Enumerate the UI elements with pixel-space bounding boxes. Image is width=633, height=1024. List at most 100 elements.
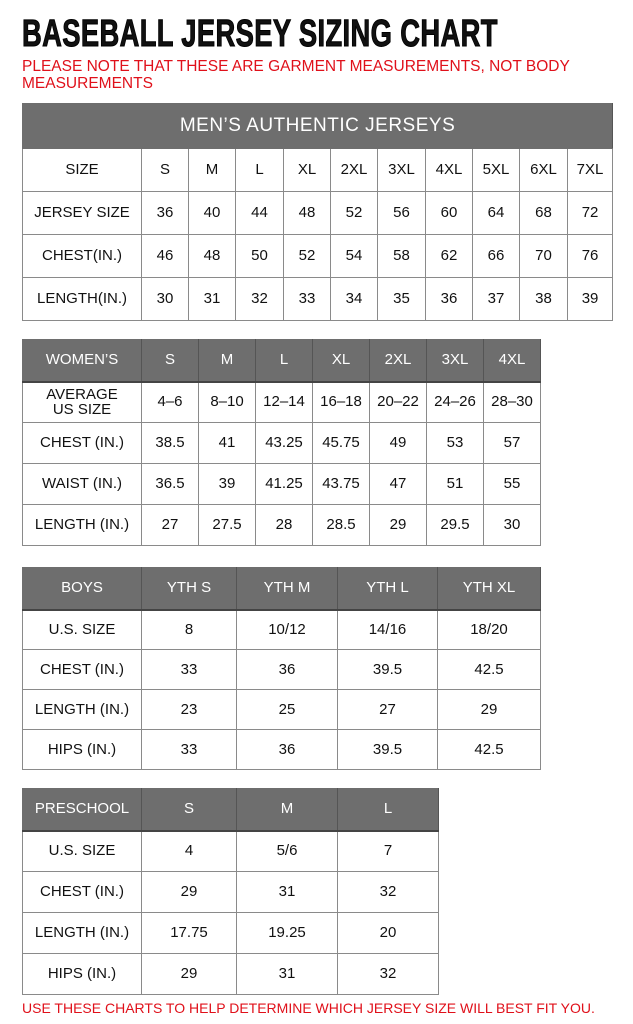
- mens-sizing-table: MEN’S AUTHENTIC JERSEYS SIZE S M L XL 2XL 3XL 4X…: [21, 103, 614, 321]
- table-row: LENGTH(IN.) 30 31 32 33 34 35 36 37 38 39: [22, 277, 614, 321]
- table-row: AVERAGE US SIZE 4–6 8–10 12–14 16–18 20–22 24–…: [22, 381, 541, 423]
- table-cell: 28: [255, 504, 313, 546]
- table-cell: 48: [283, 191, 331, 235]
- table-row: CHEST (IN.) 38.5 41 43.25 45.75 49 53 57: [22, 422, 541, 464]
- table-cell: 4–6: [141, 381, 199, 423]
- table-cell: 68: [519, 191, 568, 235]
- table-cell: 41.25: [255, 463, 313, 505]
- size-column-header: L: [235, 148, 284, 192]
- table-cell: 32: [235, 277, 284, 321]
- footer-note: USE THESE CHARTS TO HELP DETERMINE WHICH…: [22, 1000, 595, 1016]
- table-cell: 60: [425, 191, 473, 235]
- table-cell: 42.5: [437, 729, 541, 770]
- header-row: PRESCHOOL S M L: [22, 788, 439, 832]
- table-cell: 29: [369, 504, 427, 546]
- table-cell: 34: [330, 277, 378, 321]
- table-cell: 49: [369, 422, 427, 464]
- table-cell: 30: [483, 504, 541, 546]
- table-cell: 53: [426, 422, 484, 464]
- table-cell: 12–14: [255, 381, 313, 423]
- table-cell: 4: [141, 830, 237, 872]
- table-row: LENGTH (IN.) 17.75 19.25 20: [22, 912, 439, 954]
- table-cell: 45.75: [312, 422, 370, 464]
- size-column-header: S: [141, 148, 189, 192]
- table-row: LENGTH (IN.) 23 25 27 29: [22, 689, 541, 730]
- row-label: LENGTH (IN.): [22, 504, 142, 546]
- row-label: CHEST(IN.): [22, 234, 142, 278]
- table-cell: 33: [141, 729, 237, 770]
- table-cell: 30: [141, 277, 189, 321]
- table-cell: 19.25: [236, 912, 338, 954]
- table-cell: 33: [283, 277, 331, 321]
- table-cell: 39: [198, 463, 256, 505]
- row-label: U.S. SIZE: [22, 609, 142, 650]
- table-cell: 40: [188, 191, 236, 235]
- size-column-header: YTH XL: [437, 567, 541, 611]
- table-cell: 23: [141, 689, 237, 730]
- size-column-header: 4XL: [425, 148, 473, 192]
- table-cell: 56: [377, 191, 426, 235]
- size-column-header: S: [141, 339, 199, 383]
- table-cell: 39.5: [337, 729, 438, 770]
- table-cell: 28–30: [483, 381, 541, 423]
- row-label-header: WOMEN’S: [22, 339, 142, 383]
- table-cell: 17.75: [141, 912, 237, 954]
- table-cell: 10/12: [236, 609, 338, 650]
- table-cell: 33: [141, 649, 237, 690]
- table-cell: 16–18: [312, 381, 370, 423]
- table-cell: 36.5: [141, 463, 199, 505]
- size-column-header: M: [236, 788, 338, 832]
- row-label: LENGTH (IN.): [22, 912, 142, 954]
- table-cell: 8: [141, 609, 237, 650]
- size-column-header: M: [198, 339, 256, 383]
- table-cell: 24–26: [426, 381, 484, 423]
- table-cell: 43.25: [255, 422, 313, 464]
- garment-note: PLEASE NOTE THAT THESE ARE GARMENT MEASU…: [22, 58, 570, 92]
- table-title: MEN’S AUTHENTIC JERSEYS: [21, 103, 614, 149]
- boys-sizing-table: BOYS YTH S YTH M YTH L YTH XL U.S. SIZE 8 10/12…: [22, 567, 541, 770]
- size-column-header: XL: [312, 339, 370, 383]
- size-column-header: 3XL: [377, 148, 426, 192]
- table-cell: 31: [236, 871, 338, 913]
- table-cell: 41: [198, 422, 256, 464]
- table-cell: 37: [472, 277, 520, 321]
- size-column-header: 4XL: [483, 339, 541, 383]
- table-row: CHEST (IN.) 29 31 32: [22, 871, 439, 913]
- table-row: U.S. SIZE 4 5/6 7: [22, 830, 439, 872]
- size-column-header: 6XL: [519, 148, 568, 192]
- row-label: JERSEY SIZE: [22, 191, 142, 235]
- table-cell: 27.5: [198, 504, 256, 546]
- table-cell: 51: [426, 463, 484, 505]
- table-cell: 66: [472, 234, 520, 278]
- table-row: WAIST (IN.) 36.5 39 41.25 43.75 47 51 55: [22, 463, 541, 505]
- table-cell: 39.5: [337, 649, 438, 690]
- table-row: CHEST(IN.) 46 48 50 52 54 58 62 66 70 76: [22, 234, 614, 278]
- table-row: HIPS (IN.) 29 31 32: [22, 953, 439, 995]
- row-label-header: PRESCHOOL: [22, 788, 142, 832]
- size-column-header: L: [337, 788, 439, 832]
- table-row: U.S. SIZE 8 10/12 14/16 18/20: [22, 609, 541, 650]
- table-cell: 64: [472, 191, 520, 235]
- page-title: BASEBALL JERSEY SIZING CHART: [22, 13, 498, 55]
- size-column-header: M: [188, 148, 236, 192]
- table-cell: 7: [337, 830, 439, 872]
- table-cell: 50: [235, 234, 284, 278]
- table-cell: 18/20: [437, 609, 541, 650]
- row-label: CHEST (IN.): [22, 871, 142, 913]
- size-column-header: YTH S: [141, 567, 237, 611]
- row-label-header: SIZE: [22, 148, 142, 192]
- size-column-header: S: [141, 788, 237, 832]
- table-cell: 76: [566, 234, 614, 278]
- row-label-header: BOYS: [22, 567, 142, 611]
- table-cell: 29: [141, 871, 237, 913]
- table-cell: 55: [483, 463, 541, 505]
- row-label: AVERAGE US SIZE: [22, 381, 142, 423]
- table-cell: 46: [141, 234, 189, 278]
- table-cell: 44: [235, 191, 284, 235]
- preschool-sizing-table: PRESCHOOL S M L U.S. SIZE 4 5/6 7 CHEST (IN.) 29 3…: [22, 788, 439, 995]
- size-column-header: L: [255, 339, 313, 383]
- table-cell: 72: [566, 191, 614, 235]
- row-label: U.S. SIZE: [22, 830, 142, 872]
- table-cell: 58: [377, 234, 426, 278]
- size-column-header: 2XL: [330, 148, 378, 192]
